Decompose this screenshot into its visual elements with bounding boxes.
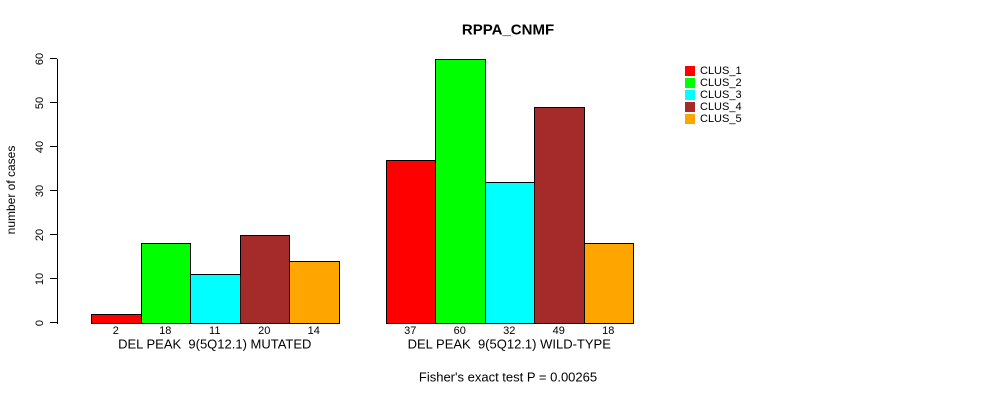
bar-value-label: 11 <box>209 324 221 337</box>
chart-title: RPPA_CNMF <box>461 21 555 39</box>
legend-swatch-clus_5 <box>685 113 695 124</box>
legend-label: CLUS_2 <box>700 76 742 89</box>
y-axis-tick <box>49 278 57 280</box>
bar-clus_4-group1 <box>239 234 290 324</box>
y-tick-label: 10 <box>34 272 46 285</box>
bar-value-label: 2 <box>112 324 119 337</box>
bar-value-label: 14 <box>307 324 320 337</box>
y-axis-tick <box>49 101 57 104</box>
y-tick-label: 0 <box>34 319 46 326</box>
legend-item-clus_1: CLUS_1 <box>685 65 742 77</box>
y-axis-tick <box>49 57 57 60</box>
legend-item-clus_3: CLUS_3 <box>685 89 742 101</box>
legend-label: CLUS_1 <box>700 64 742 77</box>
y-tick-label: 30 <box>34 184 46 197</box>
y-tick-label: 40 <box>34 140 46 153</box>
legend-item-clus_2: CLUS_2 <box>685 77 742 89</box>
bar-clus_1-group1 <box>91 313 142 324</box>
x-group-label: DEL PEAK 9(5Q12.1) MUTATED <box>118 336 312 351</box>
bar-clus_3-group1 <box>190 274 241 324</box>
x-group-label: DEL PEAK 9(5Q12.1) WILD-TYPE <box>407 336 611 351</box>
legend-swatch-clus_1 <box>685 65 695 76</box>
bar-value-label: 49 <box>552 324 565 337</box>
bar-value-label: 60 <box>453 324 466 337</box>
legend-swatch-clus_2 <box>685 77 695 88</box>
y-axis-tick <box>49 145 57 148</box>
bar-value-label: 20 <box>258 324 271 337</box>
y-axis-tick <box>49 322 57 324</box>
legend-label: CLUS_3 <box>700 88 742 101</box>
bar-clus_1-group2 <box>385 159 436 324</box>
legend-swatch-clus_3 <box>685 89 695 100</box>
legend-item-clus_5: CLUS_5 <box>685 113 742 125</box>
annotation-text: Fisher's exact test P = 0.00265 <box>418 369 598 385</box>
bar-value-label: 32 <box>503 324 516 337</box>
bar-clus_2-group2 <box>435 58 486 324</box>
y-axis-label: number of cases <box>4 145 18 235</box>
legend-item-clus_4: CLUS_4 <box>685 101 742 113</box>
y-tick-label: 60 <box>34 52 46 65</box>
legend-swatch-clus_4 <box>685 101 695 112</box>
bar-clus_5-group2 <box>583 243 634 324</box>
bar-value-label: 18 <box>602 324 615 337</box>
bar-value-label: 18 <box>159 324 172 337</box>
bar-clus_2-group1 <box>140 243 191 324</box>
y-axis-tick <box>49 190 57 192</box>
bar-value-label: 37 <box>404 324 417 337</box>
y-tick-label: 20 <box>34 228 46 241</box>
y-axis-tick <box>49 234 57 236</box>
y-tick-label: 50 <box>34 96 46 109</box>
bar-clus_3-group2 <box>484 181 535 324</box>
bar-clus_5-group1 <box>289 261 340 324</box>
legend-label: CLUS_4 <box>700 100 742 113</box>
bar-clus_4-group2 <box>534 106 585 324</box>
y-axis-line <box>56 58 58 324</box>
legend-label: CLUS_5 <box>700 112 742 125</box>
